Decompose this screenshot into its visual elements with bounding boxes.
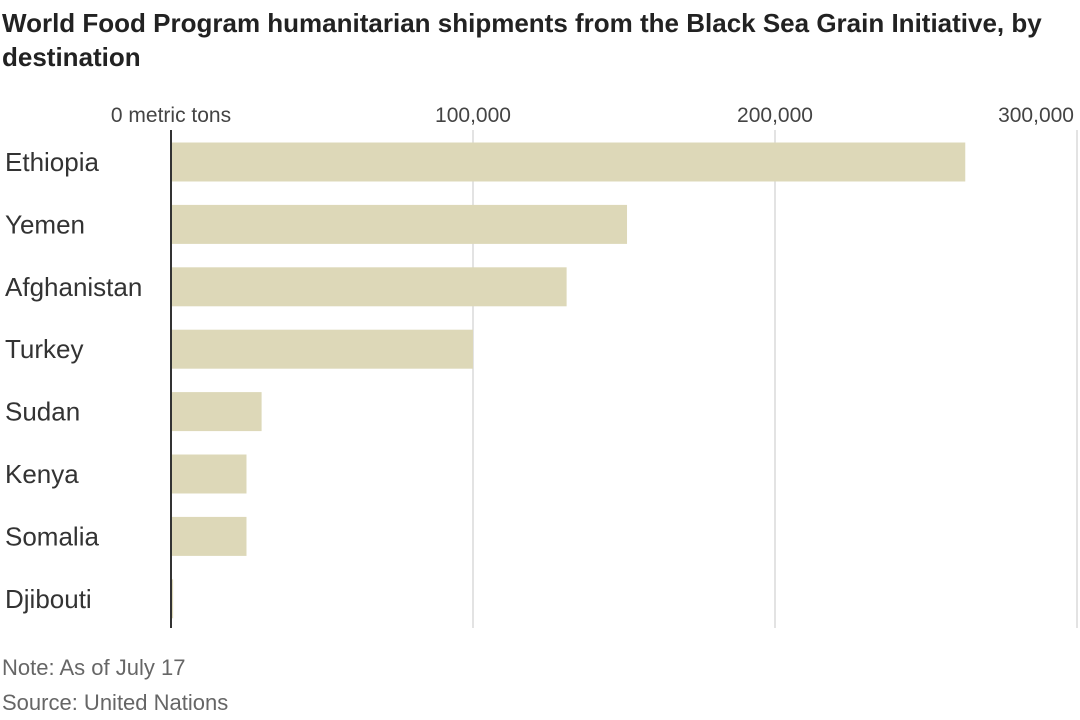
category-label: Yemen (5, 209, 85, 239)
chart-note: Note: As of July 17 (2, 655, 186, 680)
x-tick-label: 0 metric tons (111, 104, 231, 127)
bar-ethiopia (171, 142, 966, 182)
bar-somalia (171, 516, 247, 556)
bar-afghanistan (171, 267, 567, 307)
x-tick-label: 200,000 (737, 104, 813, 127)
bar-sudan (171, 392, 262, 432)
category-label: Djibouti (5, 584, 92, 614)
category-label: Turkey (5, 334, 84, 364)
x-tick-label: 100,000 (435, 104, 511, 127)
category-label: Somalia (5, 521, 99, 551)
chart-source: Source: United Nations (2, 690, 229, 715)
bar-djibouti (171, 579, 174, 619)
category-label: Kenya (5, 459, 79, 489)
chart-title: World Food Program humanitarian shipment… (2, 8, 1042, 72)
category-label: Afghanistan (5, 272, 142, 302)
bar-yemen (171, 204, 628, 244)
category-label: Ethiopia (5, 147, 99, 177)
x-tick-label: 300,000 (998, 104, 1074, 127)
bar-kenya (171, 454, 247, 494)
category-label: Sudan (5, 397, 80, 427)
bar-turkey (171, 329, 473, 369)
